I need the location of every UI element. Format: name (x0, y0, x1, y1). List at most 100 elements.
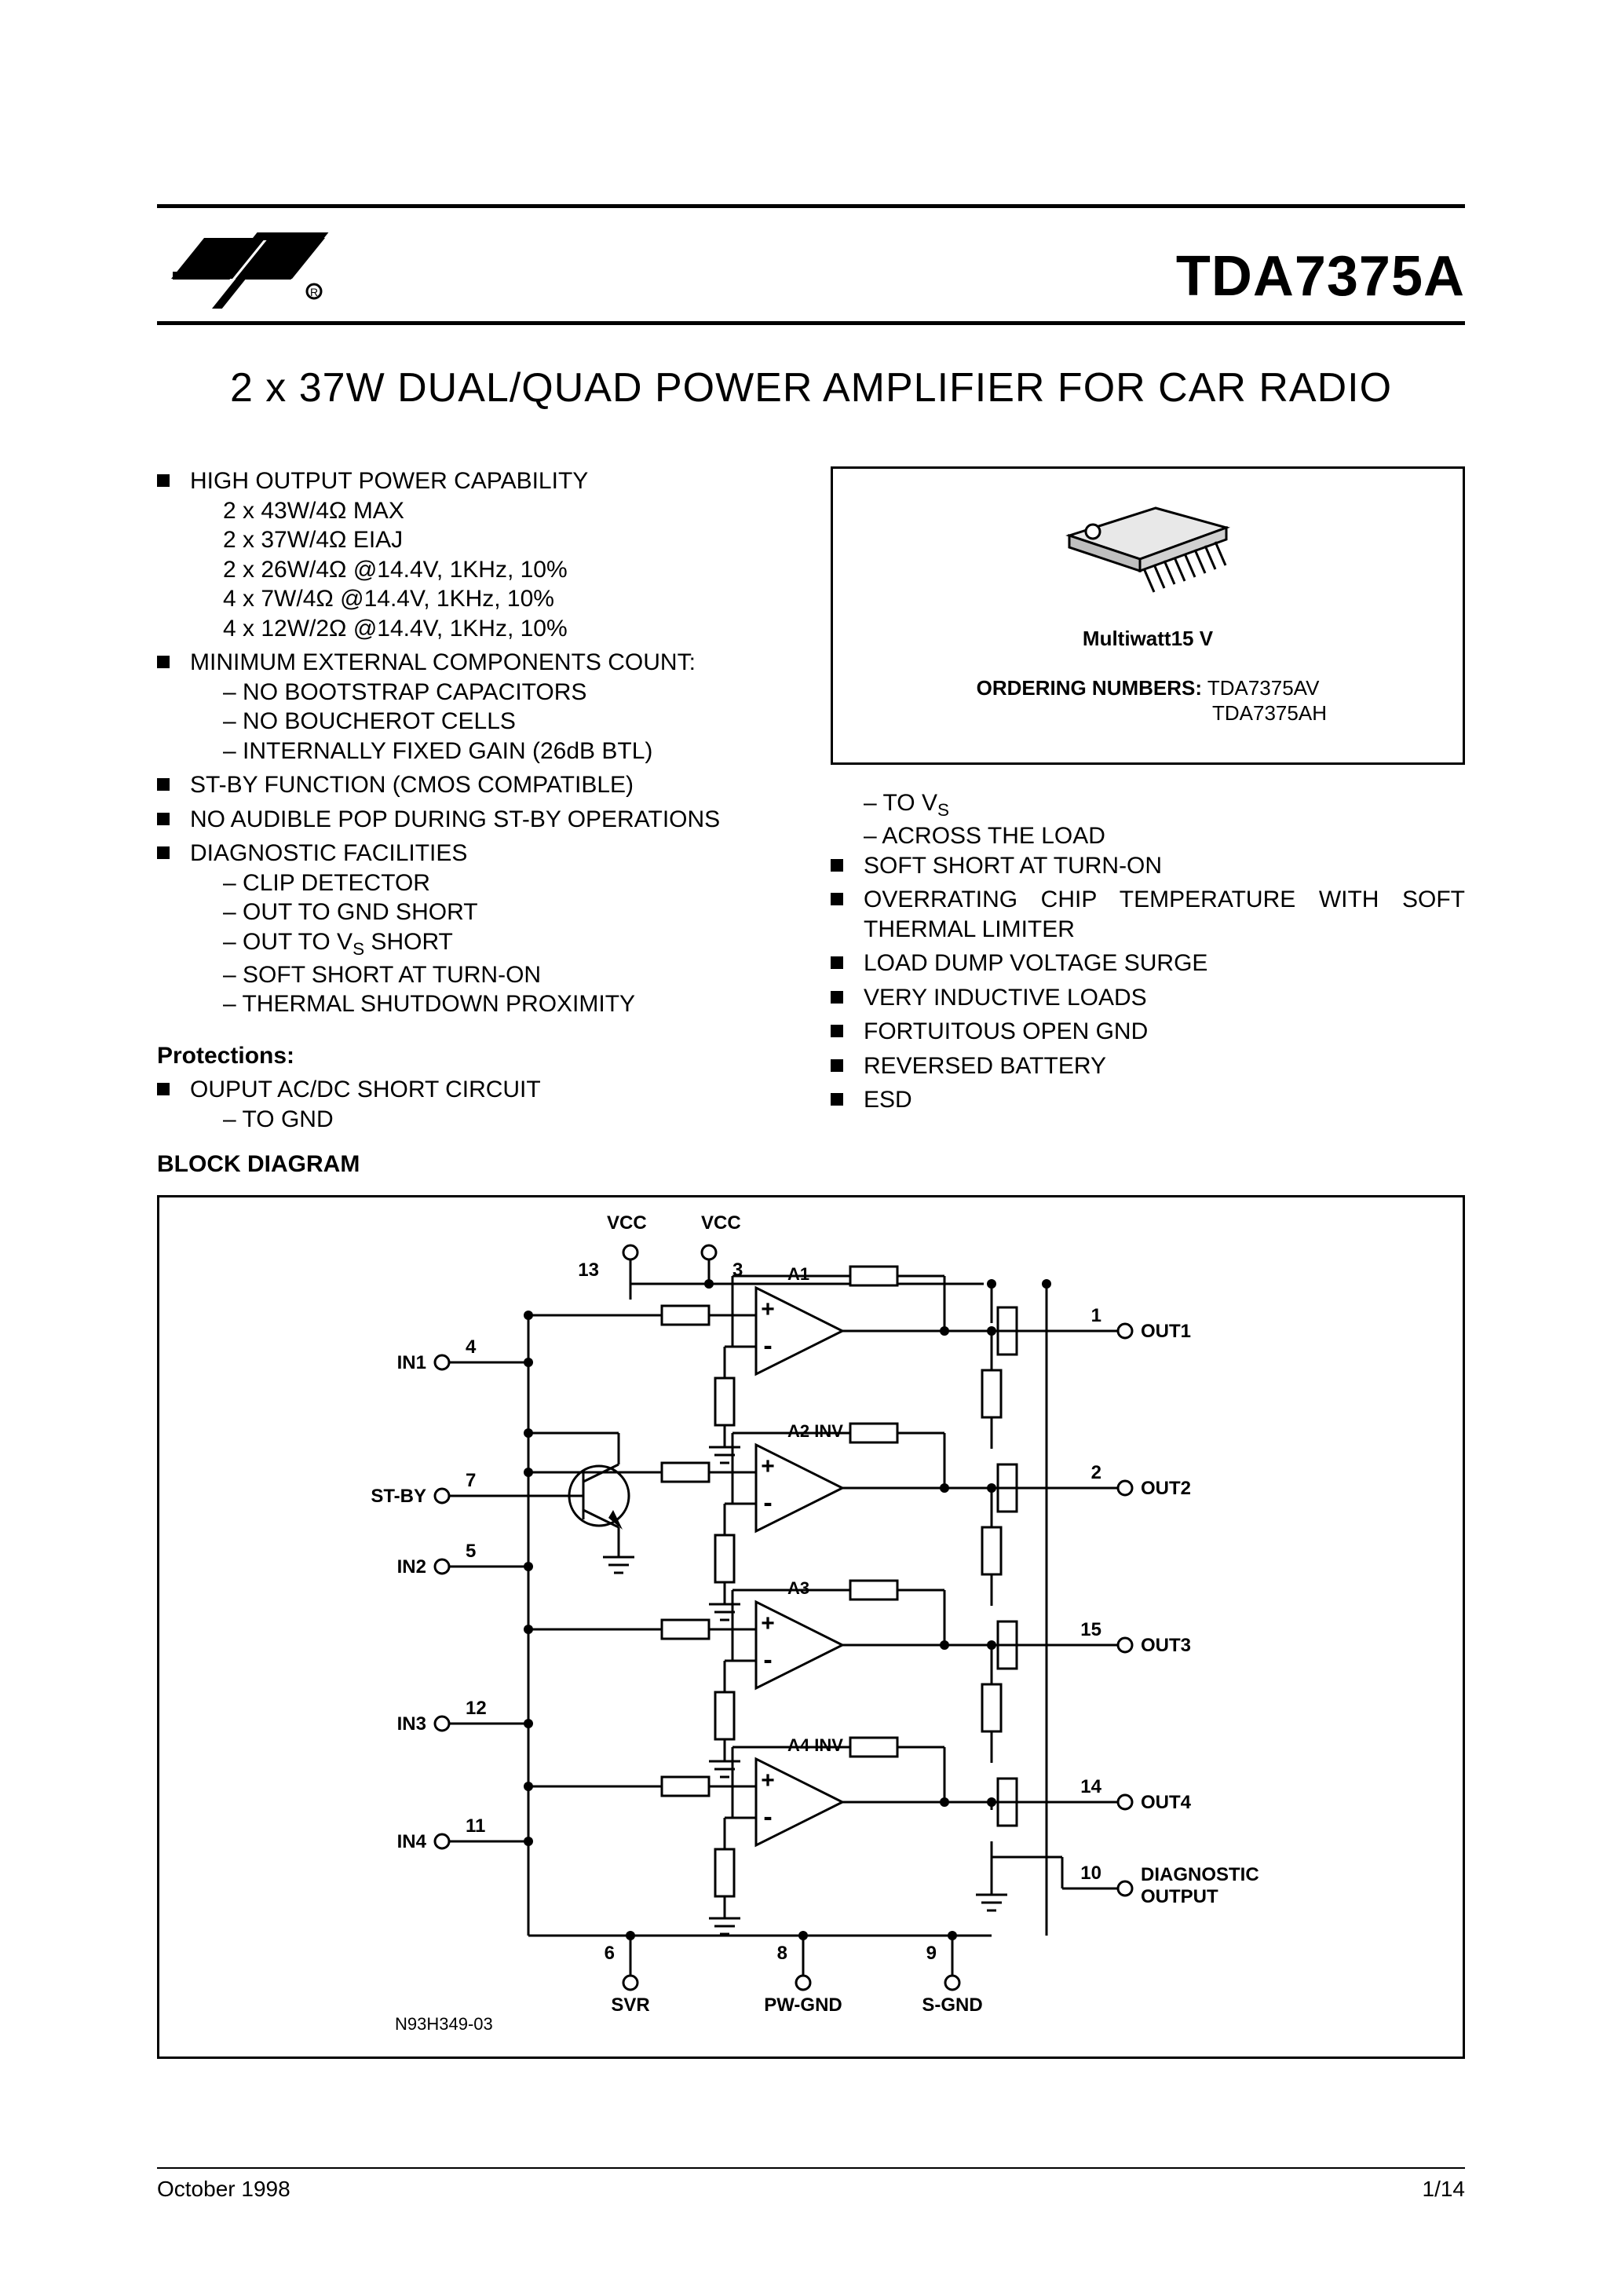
protection-item: ESD (831, 1085, 1465, 1115)
svg-text:2: 2 (1091, 1462, 1101, 1483)
block-diagram: VCCVCC133IN14IN25IN312IN411ST-BY7+-A1OUT… (157, 1195, 1465, 2059)
svg-text:IN3: IN3 (397, 1713, 426, 1735)
svg-text:VCC: VCC (701, 1212, 741, 1234)
st-logo: R (157, 222, 330, 309)
package-icon (849, 484, 1447, 618)
svg-text:9: 9 (926, 1943, 937, 1964)
svg-text:OUT3: OUT3 (1141, 1635, 1191, 1656)
feature-dash: CLIP DETECTOR (190, 868, 791, 898)
protection-item: REVERSED BATTERY (831, 1051, 1465, 1081)
feature-item: HIGH OUTPUT POWER CAPABILITY2 x 43W/4Ω M… (157, 466, 791, 643)
svg-text:-: - (763, 1645, 772, 1675)
package-box: Multiwatt15 V ORDERING NUMBERS: TDA7375A… (831, 466, 1465, 765)
protections-rest: SOFT SHORT AT TURN-ON OVERRATING CHIP TEM… (831, 851, 1465, 1115)
svg-text:OUT2: OUT2 (1141, 1478, 1191, 1499)
right-column: Multiwatt15 V ORDERING NUMBERS: TDA7375A… (831, 466, 1465, 1187)
svg-text:5: 5 (466, 1541, 476, 1562)
feature-item: MINIMUM EXTERNAL COMPONENTS COUNT: NO BOO… (157, 648, 791, 766)
svg-text:+: + (761, 1296, 775, 1322)
feature-item: ST-BY FUNCTION (CMOS COMPATIBLE) (157, 770, 791, 800)
protection-item: SOFT SHORT AT TURN-ON (831, 851, 1465, 881)
svg-text:+: + (761, 1453, 775, 1479)
feature-subline: 2 x 26W/4Ω @14.4V, 1KHz, 10% (190, 555, 791, 585)
svg-text:8: 8 (777, 1943, 787, 1964)
svg-text:ST-BY: ST-BY (371, 1486, 426, 1507)
feature-dash: SOFT SHORT AT TURN-ON (190, 960, 791, 990)
package-ordering: ORDERING NUMBERS: TDA7375AV TDA7375AH (849, 675, 1447, 726)
svg-text:A2 INV: A2 INV (787, 1421, 843, 1441)
protection-item: VERY INDUCTIVE LOADS (831, 983, 1465, 1013)
svg-text:N93H349-03: N93H349-03 (395, 2014, 493, 2034)
svg-text:12: 12 (466, 1698, 487, 1719)
svg-text:VCC: VCC (607, 1212, 647, 1234)
block-diagram-title: BLOCK DIAGRAM (157, 1150, 791, 1179)
protection-dash: TO VS (831, 788, 1465, 821)
svg-text:A3: A3 (787, 1578, 809, 1598)
feature-item: NO AUDIBLE POP DURING ST-BY OPERATIONS (157, 805, 791, 835)
svg-text:10: 10 (1080, 1863, 1101, 1884)
order-val-2: TDA7375AH (849, 700, 1447, 726)
part-number: TDA7375A (1176, 244, 1465, 309)
protections-first: OUPUT AC/DC SHORT CIRCUIT TO GND (157, 1075, 791, 1134)
protection-item: FORTUITOUS OPEN GND (831, 1017, 1465, 1047)
svg-text:PW-GND: PW-GND (764, 1994, 842, 2016)
svg-text:OUT1: OUT1 (1141, 1321, 1191, 1342)
feature-head: ST-BY FUNCTION (CMOS COMPATIBLE) (190, 772, 634, 798)
protection-item: LOAD DUMP VOLTAGE SURGE (831, 949, 1465, 978)
feature-head: HIGH OUTPUT POWER CAPABILITY (190, 468, 588, 494)
feature-dash: NO BOUCHEROT CELLS (190, 707, 791, 737)
package-name: Multiwatt15 V (849, 626, 1447, 652)
svg-text:13: 13 (578, 1260, 599, 1281)
svg-text:11: 11 (466, 1815, 485, 1837)
svg-text:A1: A1 (787, 1264, 809, 1284)
feature-item: DIAGNOSTIC FACILITIESCLIP DETECTOROUT TO… (157, 839, 791, 1019)
svg-text:+: + (761, 1610, 775, 1636)
footer-date: October 1998 (157, 2177, 290, 2202)
svg-text:DIAGNOSTIC: DIAGNOSTIC (1141, 1864, 1259, 1885)
svg-text:+: + (761, 1768, 775, 1793)
feature-dash: THERMAL SHUTDOWN PROXIMITY (190, 989, 791, 1019)
header-row: R TDA7375A (157, 208, 1465, 321)
feature-head: DIAGNOSTIC FACILITIES (190, 840, 467, 866)
svg-text:IN4: IN4 (397, 1831, 427, 1852)
svg-text:OUTPUT: OUTPUT (1141, 1886, 1218, 1907)
feature-head: NO AUDIBLE POP DURING ST-BY OPERATIONS (190, 806, 720, 832)
svg-text:-: - (763, 1802, 772, 1832)
protection-dash: ACROSS THE LOAD (831, 821, 1465, 851)
svg-text:-: - (763, 1488, 772, 1518)
features-list: HIGH OUTPUT POWER CAPABILITY2 x 43W/4Ω M… (157, 466, 791, 1019)
svg-text:6: 6 (605, 1943, 615, 1964)
svg-text:IN2: IN2 (397, 1556, 426, 1578)
svg-text:3: 3 (732, 1260, 743, 1281)
feature-subline: 4 x 7W/4Ω @14.4V, 1KHz, 10% (190, 584, 791, 614)
subtitle: 2 x 37W DUAL/QUAD POWER AMPLIFIER FOR CA… (157, 325, 1465, 466)
protection-item: OUPUT AC/DC SHORT CIRCUIT TO GND (157, 1075, 791, 1134)
svg-text:SVR: SVR (611, 1994, 649, 2016)
footer-page: 1/14 (1423, 2177, 1466, 2202)
svg-text:4: 4 (466, 1336, 477, 1358)
feature-head: MINIMUM EXTERNAL COMPONENTS COUNT: (190, 649, 696, 675)
footer: October 1998 1/14 (157, 2167, 1465, 2202)
protections-title: Protections: (157, 1041, 791, 1071)
protection-item: OVERRATING CHIP TEMPERATURE WITH SOFT TH… (831, 885, 1465, 944)
protection-head: OUPUT AC/DC SHORT CIRCUIT (190, 1077, 541, 1102)
feature-dash: OUT TO VS SHORT (190, 927, 791, 960)
feature-subline: 2 x 37W/4Ω EIAJ (190, 525, 791, 555)
feature-dash: INTERNALLY FIXED GAIN (26dB BTL) (190, 737, 791, 766)
protection-dash: TO GND (190, 1105, 791, 1135)
svg-text:IN1: IN1 (397, 1352, 426, 1373)
feature-dash: OUT TO GND SHORT (190, 898, 791, 927)
svg-text:7: 7 (466, 1470, 476, 1491)
svg-text:-: - (763, 1331, 772, 1361)
svg-text:A4 INV: A4 INV (787, 1735, 843, 1755)
svg-text:15: 15 (1080, 1619, 1101, 1640)
svg-text:1: 1 (1091, 1305, 1101, 1326)
order-val-1: TDA7375AV (1207, 676, 1320, 700)
left-column: HIGH OUTPUT POWER CAPABILITY2 x 43W/4Ω M… (157, 466, 791, 1187)
svg-text:OUT4: OUT4 (1141, 1792, 1192, 1813)
svg-text:14: 14 (1080, 1776, 1101, 1797)
order-label: ORDERING NUMBERS: (977, 676, 1202, 700)
feature-subline: 2 x 43W/4Ω MAX (190, 496, 791, 526)
svg-text:R: R (310, 286, 318, 298)
feature-dash: NO BOOTSTRAP CAPACITORS (190, 678, 791, 707)
